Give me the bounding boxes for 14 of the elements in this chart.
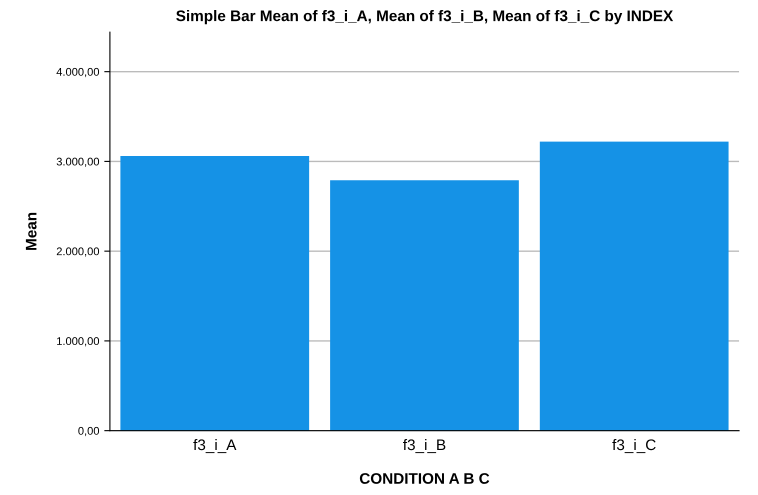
chart-title: Simple Bar Mean of f3_i_A, Mean of f3_i_B, Mean of f3_i_C by INDEX <box>176 10 674 24</box>
y-tick-label: 4.000,00 <box>56 68 100 78</box>
y-tick-label: 0,00 <box>78 426 100 436</box>
bar <box>330 180 519 431</box>
bar <box>120 156 310 431</box>
y-axis-title: Mean <box>26 212 37 250</box>
x-tick-label: f3_i_B <box>403 438 446 454</box>
bar <box>540 142 729 431</box>
y-tick-label: 2.000,00 <box>56 247 100 257</box>
x-tick-label: f3_i_C <box>612 438 656 454</box>
y-tick-label: 3.000,00 <box>56 158 100 167</box>
x-axis-title: CONDITION A B C <box>360 473 490 484</box>
x-tick-label: f3_i_A <box>193 438 236 454</box>
y-tick-label: 1.000,00 <box>57 337 100 346</box>
